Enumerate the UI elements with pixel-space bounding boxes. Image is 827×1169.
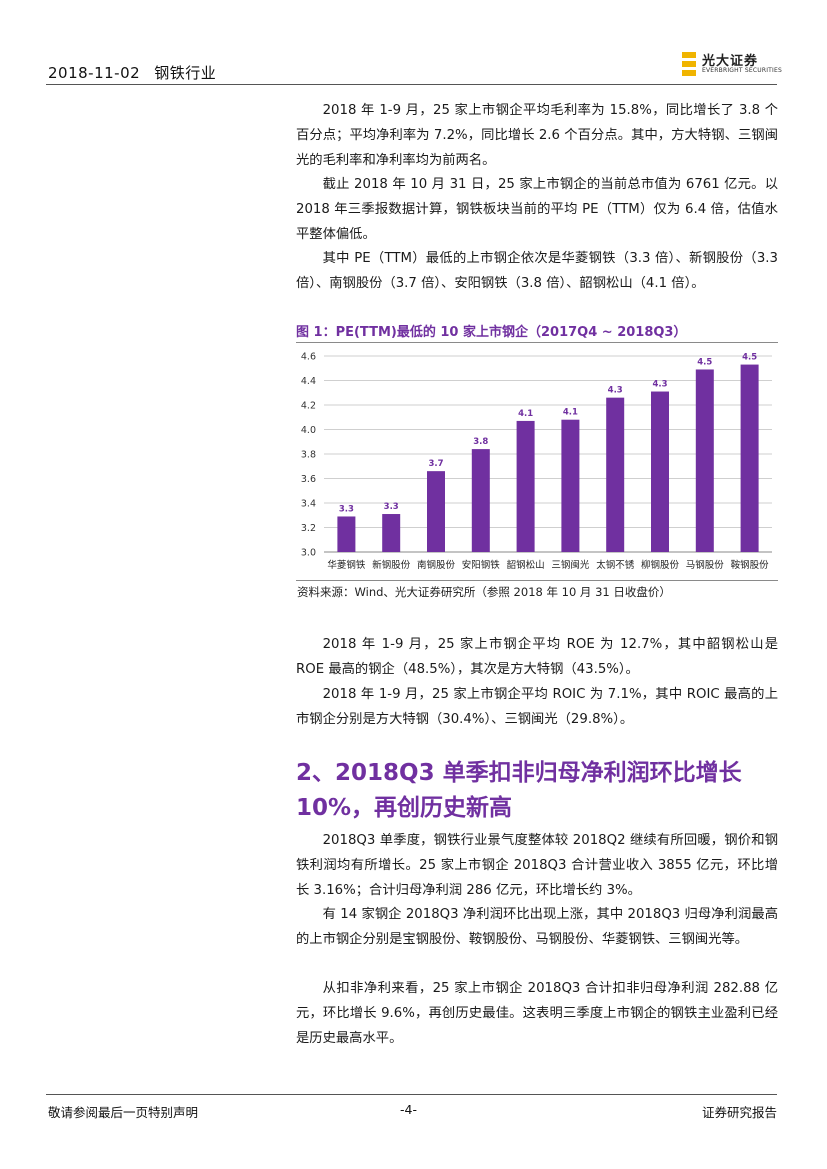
footer-rule: [46, 1094, 777, 1095]
data-label: 3.3: [384, 502, 399, 512]
y-tick-label: 3.4: [301, 499, 316, 510]
footer-report-type: 证券研究报告: [702, 1105, 778, 1120]
paragraph-roic: 2018 年 1-9 月，25 家上市钢企平均 ROIC 为 7.1%，其中 R…: [296, 687, 778, 727]
bar: [516, 420, 535, 552]
header-rule: [46, 84, 777, 85]
data-label: 3.7: [428, 459, 443, 469]
footer-disclaimer: 敬请参阅最后一页特别声明: [48, 1105, 199, 1120]
bar: [471, 449, 490, 552]
footer-page-number: -4-: [400, 1102, 417, 1117]
chart-svg: 3.0 3.2 3.4 3.6 3.8 4.0 4.2 4.4 4.6 3.3 华菱钢铁 3.3 新钢股…: [301, 352, 772, 571]
paragraph-margin: 2018 年 1-9 月，25 家上市钢企平均毛利率为 15.8%，同比增长了 …: [296, 103, 778, 168]
paragraph-roe: 2018 年 1-9 月，25 家上市钢企平均 ROE 为 12.7%，其中韶钢…: [296, 637, 778, 677]
x-tick-label: 韶钢松山: [507, 559, 545, 571]
y-tick-label: 4.2: [301, 401, 316, 412]
bar: [695, 369, 714, 552]
x-tick-label: 新钢股份: [372, 559, 411, 571]
header-industry: 钢铁行业: [154, 64, 217, 82]
x-tick-label: 安阳钢铁: [462, 559, 501, 571]
bar: [606, 397, 625, 552]
paragraph-q3-deducted: 从扣非净利来看，25 家上市钢企 2018Q3 合计扣非归母净利润 282.88…: [296, 981, 778, 1046]
y-tick-label: 4.6: [301, 352, 316, 363]
bar: [561, 419, 580, 552]
data-label: 4.3: [608, 386, 623, 396]
data-label: 4.5: [697, 357, 712, 367]
x-tick-label: 柳钢股份: [641, 559, 680, 571]
data-label: 4.5: [742, 353, 757, 363]
x-tick-label: 华菱钢铁: [327, 559, 366, 571]
pe-bar-chart: 3.0 3.2 3.4 3.6 3.8 4.0 4.2 4.4 4.6 3.3 华菱钢铁 3.3 新钢股…: [290, 344, 780, 578]
bar: [651, 391, 669, 552]
data-label: 3.3: [339, 504, 354, 514]
page-header: 2018-11-02 钢铁行业: [48, 62, 230, 83]
bar: [382, 514, 401, 552]
section-title: 2、2018Q3 单季扣非归母净利润环比增长 10%，再创历史新高: [296, 760, 742, 821]
y-tick-label: 3.8: [301, 450, 316, 461]
data-label: 4.3: [652, 380, 667, 390]
logo-mark-icon: [682, 52, 696, 76]
logo-text-en: EVERBRIGHT SECURITIES: [702, 67, 782, 74]
data-label: 3.8: [473, 437, 488, 447]
data-label: 4.1: [518, 409, 533, 419]
header-date: 2018-11-02: [48, 64, 141, 82]
bar: [427, 471, 445, 552]
figure-title: 图 1：PE(TTM)最低的 10 家上市钢企（2017Q4 ~ 2018Q3）: [296, 325, 687, 340]
paragraph-q3-revenue: 2018Q3 单季度，钢铁行业景气度整体较 2018Q2 继续有所回暖，钢价和钢…: [296, 833, 778, 898]
y-tick-label: 3.2: [301, 523, 316, 534]
y-tick-label: 3.6: [301, 474, 316, 485]
figure-source: 资料来源：Wind、光大证券研究所（参照 2018 年 10 月 31 日收盘价…: [297, 585, 671, 599]
x-tick-label: 太钢不锈: [596, 559, 635, 571]
figure-bottom-rule: [296, 580, 778, 581]
y-tick-label: 3.0: [301, 548, 316, 559]
y-tick-label: 4.0: [301, 425, 316, 436]
paragraph-valuation: 截止 2018 年 10 月 31 日，25 家上市钢企的当前总市值为 6761…: [296, 177, 778, 242]
paragraph-q3-netprofit: 有 14 家钢企 2018Q3 净利润环比出现上涨，其中 2018Q3 归母净利…: [296, 907, 778, 947]
x-tick-label: 南钢股份: [417, 559, 456, 571]
bar: [740, 364, 759, 552]
paragraph-pe-lowest: 其中 PE（TTM）最低的上市钢企依次是华菱钢铁（3.3 倍）、新钢股份（3.3…: [296, 251, 778, 291]
logo-text-cn: 光大证券: [702, 54, 759, 69]
bar: [337, 516, 356, 552]
x-tick-label: 鞍钢股份: [731, 559, 770, 571]
data-label: 4.1: [563, 408, 578, 418]
x-tick-label: 三钢闽光: [551, 559, 590, 571]
y-tick-label: 4.4: [301, 376, 316, 387]
x-tick-label: 马钢股份: [686, 559, 725, 571]
figure-top-rule: [296, 342, 778, 343]
